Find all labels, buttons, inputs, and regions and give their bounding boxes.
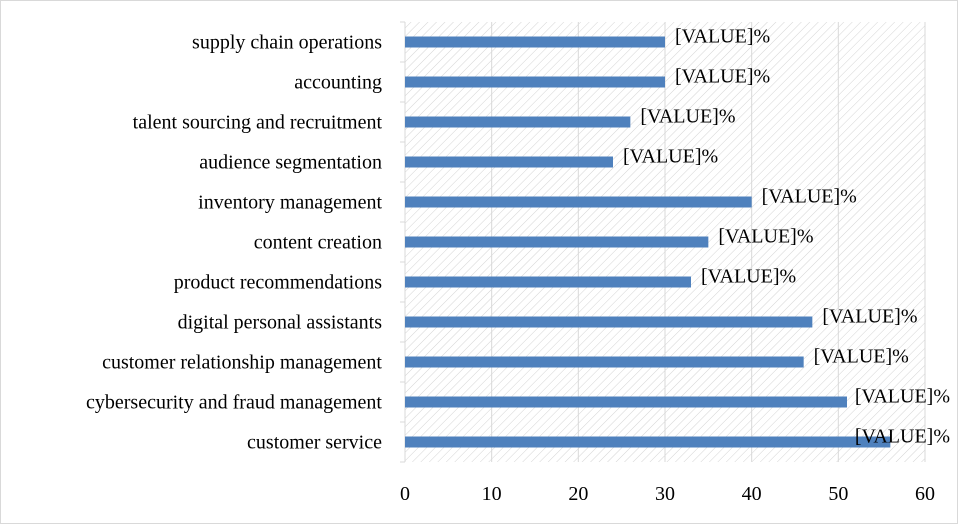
category-label: content creation xyxy=(254,232,382,254)
bar-data-label: [VALUE]% xyxy=(675,66,770,88)
bar-data-label: [VALUE]% xyxy=(675,26,770,48)
bar xyxy=(405,156,613,168)
bar xyxy=(405,276,691,288)
bar-data-label: [VALUE]% xyxy=(718,226,813,248)
bar-data-label: [VALUE]% xyxy=(855,386,950,408)
category-label: inventory management xyxy=(198,192,382,214)
category-label: customer relationship management xyxy=(102,352,382,374)
bar xyxy=(405,36,665,48)
category-label: audience segmentation xyxy=(199,152,382,174)
x-tick-label: 30 xyxy=(655,483,675,505)
category-label: cybersecurity and fraud management xyxy=(86,392,382,414)
bar xyxy=(405,76,665,88)
bar-data-label: [VALUE]% xyxy=(640,106,735,128)
bar xyxy=(405,196,752,208)
bar xyxy=(405,316,813,328)
bar-data-label: [VALUE]% xyxy=(814,346,909,368)
bar xyxy=(405,236,709,248)
bar xyxy=(405,116,631,128)
x-tick-label: 60 xyxy=(915,483,935,505)
bar-data-label: [VALUE]% xyxy=(822,306,917,328)
bar-data-label: [VALUE]% xyxy=(701,266,796,288)
bar-data-label: [VALUE]% xyxy=(855,426,950,448)
category-label: digital personal assistants xyxy=(178,312,383,334)
x-tick-label: 20 xyxy=(568,483,588,505)
bar-data-label: [VALUE]% xyxy=(623,146,718,168)
bar xyxy=(405,436,891,448)
x-tick-label: 50 xyxy=(828,483,848,505)
category-label: product recommendations xyxy=(174,272,382,294)
x-tick-label: 0 xyxy=(400,483,410,505)
bar xyxy=(405,356,804,368)
x-tick-label: 10 xyxy=(482,483,502,505)
category-label: talent sourcing and recruitment xyxy=(133,112,383,134)
category-label: accounting xyxy=(294,72,382,94)
category-label: supply chain operations xyxy=(192,32,382,54)
category-label: customer service xyxy=(247,432,382,454)
x-tick-label: 40 xyxy=(742,483,762,505)
bar xyxy=(405,396,847,408)
bar-data-label: [VALUE]% xyxy=(762,186,857,208)
